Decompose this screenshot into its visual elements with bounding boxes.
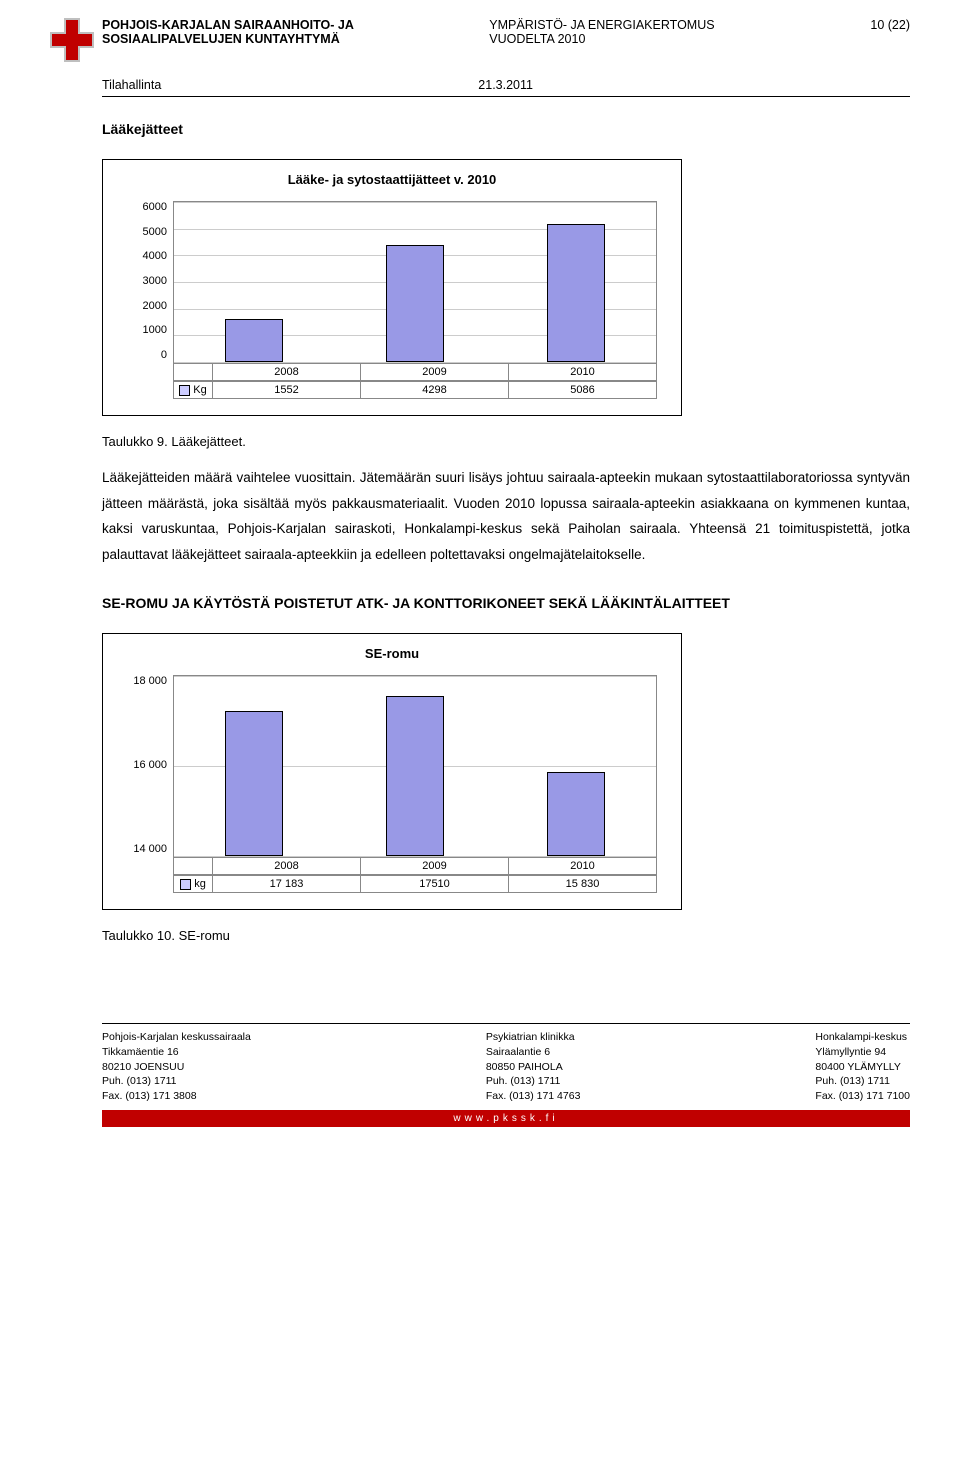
footer-col-1: Pohjois-Karjalan keskussairaalaTikkamäen… (102, 1030, 251, 1103)
chart2-title: SE-romu (127, 646, 657, 661)
x-category: 2010 (509, 857, 657, 875)
y-tick-label: 5000 (143, 226, 167, 238)
chart-bar (386, 245, 444, 362)
y-tick-label: 16 000 (133, 759, 167, 771)
footer-line: Pohjois-Karjalan keskussairaala (102, 1030, 251, 1045)
chart2-y-axis: 18 000 16 000 14 000 (133, 675, 173, 855)
footer-line: Ylämyllyntie 94 (815, 1045, 910, 1060)
chart2-x-row: 200820092010 (173, 857, 657, 875)
chart2-plot (173, 675, 657, 857)
section1-paragraph: Lääkejätteiden määrä vaihtelee vuosittai… (102, 465, 910, 568)
y-tick-label: 18 000 (133, 675, 167, 687)
value-cell: 17510 (361, 875, 509, 893)
y-tick-label: 4000 (143, 250, 167, 262)
x-category: 2008 (213, 857, 361, 875)
section1-title: Lääkejätteet (102, 121, 910, 137)
footer-line: 80400 YLÄMYLLY (815, 1060, 910, 1075)
legend-square (180, 879, 191, 890)
y-tick-label: 3000 (143, 275, 167, 287)
footer-line: Sairaalantie 6 (486, 1045, 581, 1060)
footer-line: Puh. (013) 1711 (486, 1074, 581, 1089)
org-name-line1: POHJOIS-KARJALAN SAIRAANHOITO- JA (102, 18, 354, 32)
footer-col-2: Psykiatrian klinikkaSairaalantie 680850 … (486, 1030, 581, 1103)
value-row-label: Kg (173, 381, 213, 399)
x-category: 2009 (361, 363, 509, 381)
footer-line: Puh. (013) 1711 (815, 1074, 910, 1089)
footer-line: Psykiatrian klinikka (486, 1030, 581, 1045)
value-row-label: kg (173, 875, 213, 893)
chart2-caption: Taulukko 10. SE-romu (102, 928, 910, 943)
x-category: 2010 (509, 363, 657, 381)
footer-line: 80210 JOENSUU (102, 1060, 251, 1075)
footer-line: Fax. (013) 171 7100 (815, 1089, 910, 1104)
chart-bar (225, 711, 283, 856)
x-category: 2008 (213, 363, 361, 381)
value-cell: 5086 (509, 381, 657, 399)
footer-line: Honkalampi-keskus (815, 1030, 910, 1045)
value-cell: 4298 (361, 381, 509, 399)
chart1-x-row: 200820092010 (173, 363, 657, 381)
chart2-container: SE-romu 18 00016 00014 000 200820092010 … (102, 633, 682, 910)
chart2-value-row: kg17 1831751015 830 (173, 875, 657, 893)
chart1-title: Lääke- ja sytostaattijätteet v. 2010 (127, 172, 657, 187)
footer-line: Fax. (013) 171 3808 (102, 1089, 251, 1104)
chart1-y-axis: 6000 5000 4000 3000 2000 1000 0 (143, 201, 173, 361)
report-title-line2: VUODELTA 2010 (489, 32, 714, 46)
page-number: 10 (22) (850, 18, 910, 32)
header-rule (102, 96, 910, 97)
x-row-spacer (173, 857, 213, 875)
chart-bar (225, 319, 283, 362)
y-tick-label: 0 (161, 349, 167, 361)
footer-line: 80850 PAIHOLA (486, 1060, 581, 1075)
report-title-line1: YMPÄRISTÖ- JA ENERGIAKERTOMUS (489, 18, 714, 32)
footer-url-bar: www.pkssk.fi (102, 1110, 910, 1127)
y-tick-label: 14 000 (133, 843, 167, 855)
chart-bar (547, 224, 605, 362)
value-cell: 15 830 (509, 875, 657, 893)
department: Tilahallinta (102, 78, 161, 92)
y-tick-label: 6000 (143, 201, 167, 213)
chart-bar (547, 772, 605, 856)
x-row-spacer (173, 363, 213, 381)
footer-line: Puh. (013) 1711 (102, 1074, 251, 1089)
report-date: 21.3.2011 (478, 78, 533, 92)
value-cell: 17 183 (213, 875, 361, 893)
y-tick-label: 2000 (143, 300, 167, 312)
y-tick-label: 1000 (143, 324, 167, 336)
chart1-container: Lääke- ja sytostaattijätteet v. 2010 600… (102, 159, 682, 416)
footer-col-3: Honkalampi-keskusYlämyllyntie 9480400 YL… (815, 1030, 910, 1103)
section2-title: SE-ROMU JA KÄYTÖSTÄ POISTETUT ATK- JA KO… (102, 594, 910, 614)
org-name-line2: SOSIAALIPALVELUJEN KUNTAYHTYMÄ (102, 32, 354, 46)
chart-bar (386, 696, 444, 856)
org-logo (50, 18, 94, 62)
legend-square (179, 385, 190, 396)
footer: Pohjois-Karjalan keskussairaalaTikkamäen… (102, 1023, 910, 1103)
chart1-plot (173, 201, 657, 363)
chart1-caption: Taulukko 9. Lääkejätteet. (102, 434, 910, 449)
footer-line: Tikkamäentie 16 (102, 1045, 251, 1060)
footer-line: Fax. (013) 171 4763 (486, 1089, 581, 1104)
value-cell: 1552 (213, 381, 361, 399)
x-category: 2009 (361, 857, 509, 875)
chart1-value-row: Kg155242985086 (173, 381, 657, 399)
